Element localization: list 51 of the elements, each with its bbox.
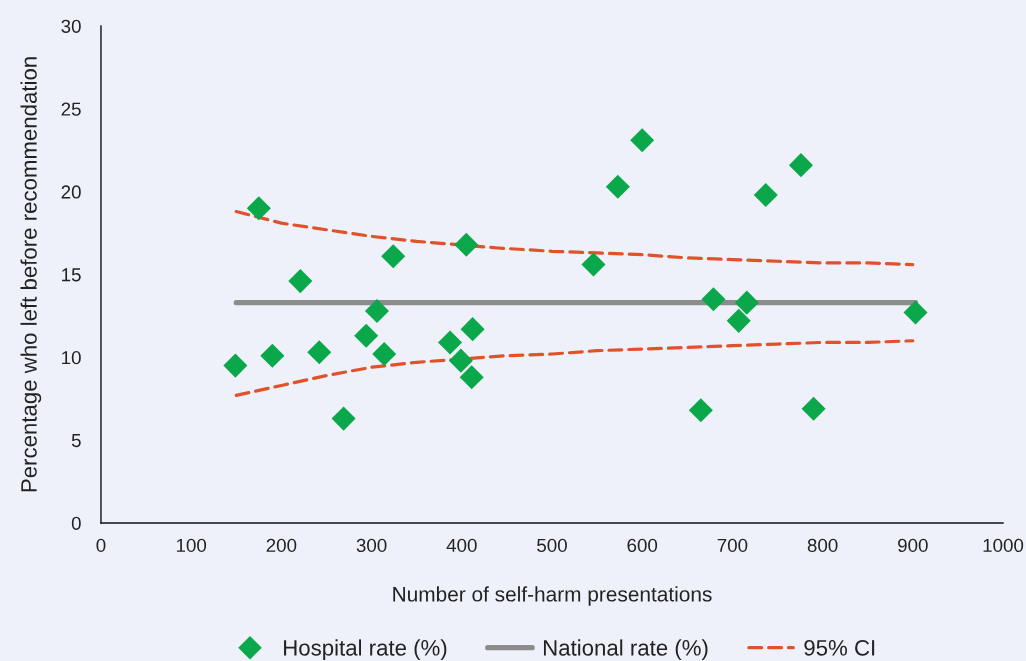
point <box>381 244 406 269</box>
point <box>354 323 379 348</box>
legend-label: Hospital rate (%) <box>284 639 447 661</box>
y-axis-title: Percentage who left before recommendation <box>20 57 42 492</box>
y-tick-label: 0 <box>71 516 81 530</box>
x-tick-label: 300 <box>356 538 387 553</box>
x-tick-label: 800 <box>807 538 838 553</box>
line-series <box>234 209 915 267</box>
x-tick-label: 600 <box>627 538 658 553</box>
point <box>223 353 248 378</box>
point <box>246 196 271 221</box>
point <box>903 300 928 325</box>
x-axis-title: Number of self-harm presentations <box>393 586 712 606</box>
legend-label: 95% CI <box>804 639 875 656</box>
point <box>788 153 813 178</box>
x-tick-label: 200 <box>266 538 297 553</box>
x-tick-label: 700 <box>717 538 748 553</box>
point <box>734 290 759 315</box>
x-tick-label: 100 <box>176 538 207 553</box>
y-tick-label: 30 <box>61 19 81 33</box>
point <box>726 308 751 333</box>
point <box>260 343 285 368</box>
y-tick-label: 20 <box>61 185 81 199</box>
point <box>630 128 655 153</box>
x-tick-label: 900 <box>898 538 928 553</box>
x-tick-label: 1000 <box>983 538 1024 553</box>
point <box>459 365 484 390</box>
y-tick-label: 15 <box>62 268 81 282</box>
x-tick-label: 0 <box>96 538 106 553</box>
point <box>701 287 726 312</box>
x-tick-label: 400 <box>446 538 477 553</box>
point <box>288 269 313 294</box>
point <box>364 298 390 323</box>
point <box>307 340 332 365</box>
point <box>460 317 485 342</box>
y-tick-label: 10 <box>62 351 81 365</box>
point <box>688 398 713 423</box>
y-tick-label: 5 <box>71 434 81 448</box>
point <box>801 396 826 421</box>
point <box>454 232 479 257</box>
line-series <box>234 339 915 398</box>
x-tick-label: 500 <box>537 538 567 553</box>
point <box>581 252 606 277</box>
point <box>372 341 397 367</box>
point <box>605 174 630 199</box>
point <box>753 182 778 207</box>
point <box>448 348 473 373</box>
legend-label: National rate (%) <box>543 639 708 661</box>
y-tick-label: 25 <box>61 102 81 116</box>
point <box>331 406 356 431</box>
point <box>438 330 463 355</box>
